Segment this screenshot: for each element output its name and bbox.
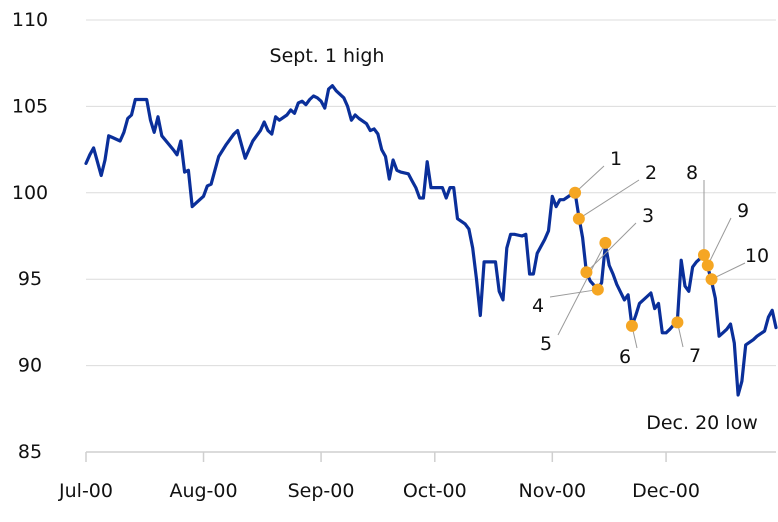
marker-leader [579,180,639,219]
event-marker [702,259,714,271]
y-tick-label: 100 [12,182,48,204]
event-marker [706,273,718,285]
marker-leader [550,290,598,297]
marker-label: 7 [689,345,701,367]
marker-label: 10 [745,245,769,267]
event-marker [698,249,710,261]
event-marker [573,213,585,225]
series-layer [86,86,776,395]
x-tick-label: Oct-00 [403,480,467,502]
y-tick-label: 85 [18,441,42,463]
marker-label: 2 [645,162,657,184]
marker-label: 4 [532,295,544,317]
x-tick-label: Dec-00 [632,480,700,502]
marker-label: 8 [686,162,698,184]
marker-label: 1 [610,148,622,170]
event-marker [599,237,611,249]
series-line [86,86,776,395]
y-tick-label: 110 [12,9,48,31]
x-tick-label: Nov-00 [519,480,587,502]
marker-leader [708,218,731,265]
annotation-dec-low: Dec. 20 low [646,412,758,434]
x-tick-label: Aug-00 [169,480,237,502]
event-marker [580,266,592,278]
y-tick-label: 90 [18,355,42,377]
event-marker [569,187,581,199]
gridlines [86,20,776,452]
x-tick-label: Sep-00 [288,480,355,502]
y-tick-label: 105 [12,95,48,117]
annotation-sept-high: Sept. 1 high [270,45,385,67]
event-marker [626,320,638,332]
y-tick-label: 95 [18,268,42,290]
marker-label: 5 [540,333,552,355]
marker-label: 9 [737,200,749,222]
event-marker [592,284,604,296]
marker-label: 3 [642,205,654,227]
x-tick-label: Jul-00 [58,480,113,502]
event-marker [671,316,683,328]
marker-label: 6 [619,346,631,368]
